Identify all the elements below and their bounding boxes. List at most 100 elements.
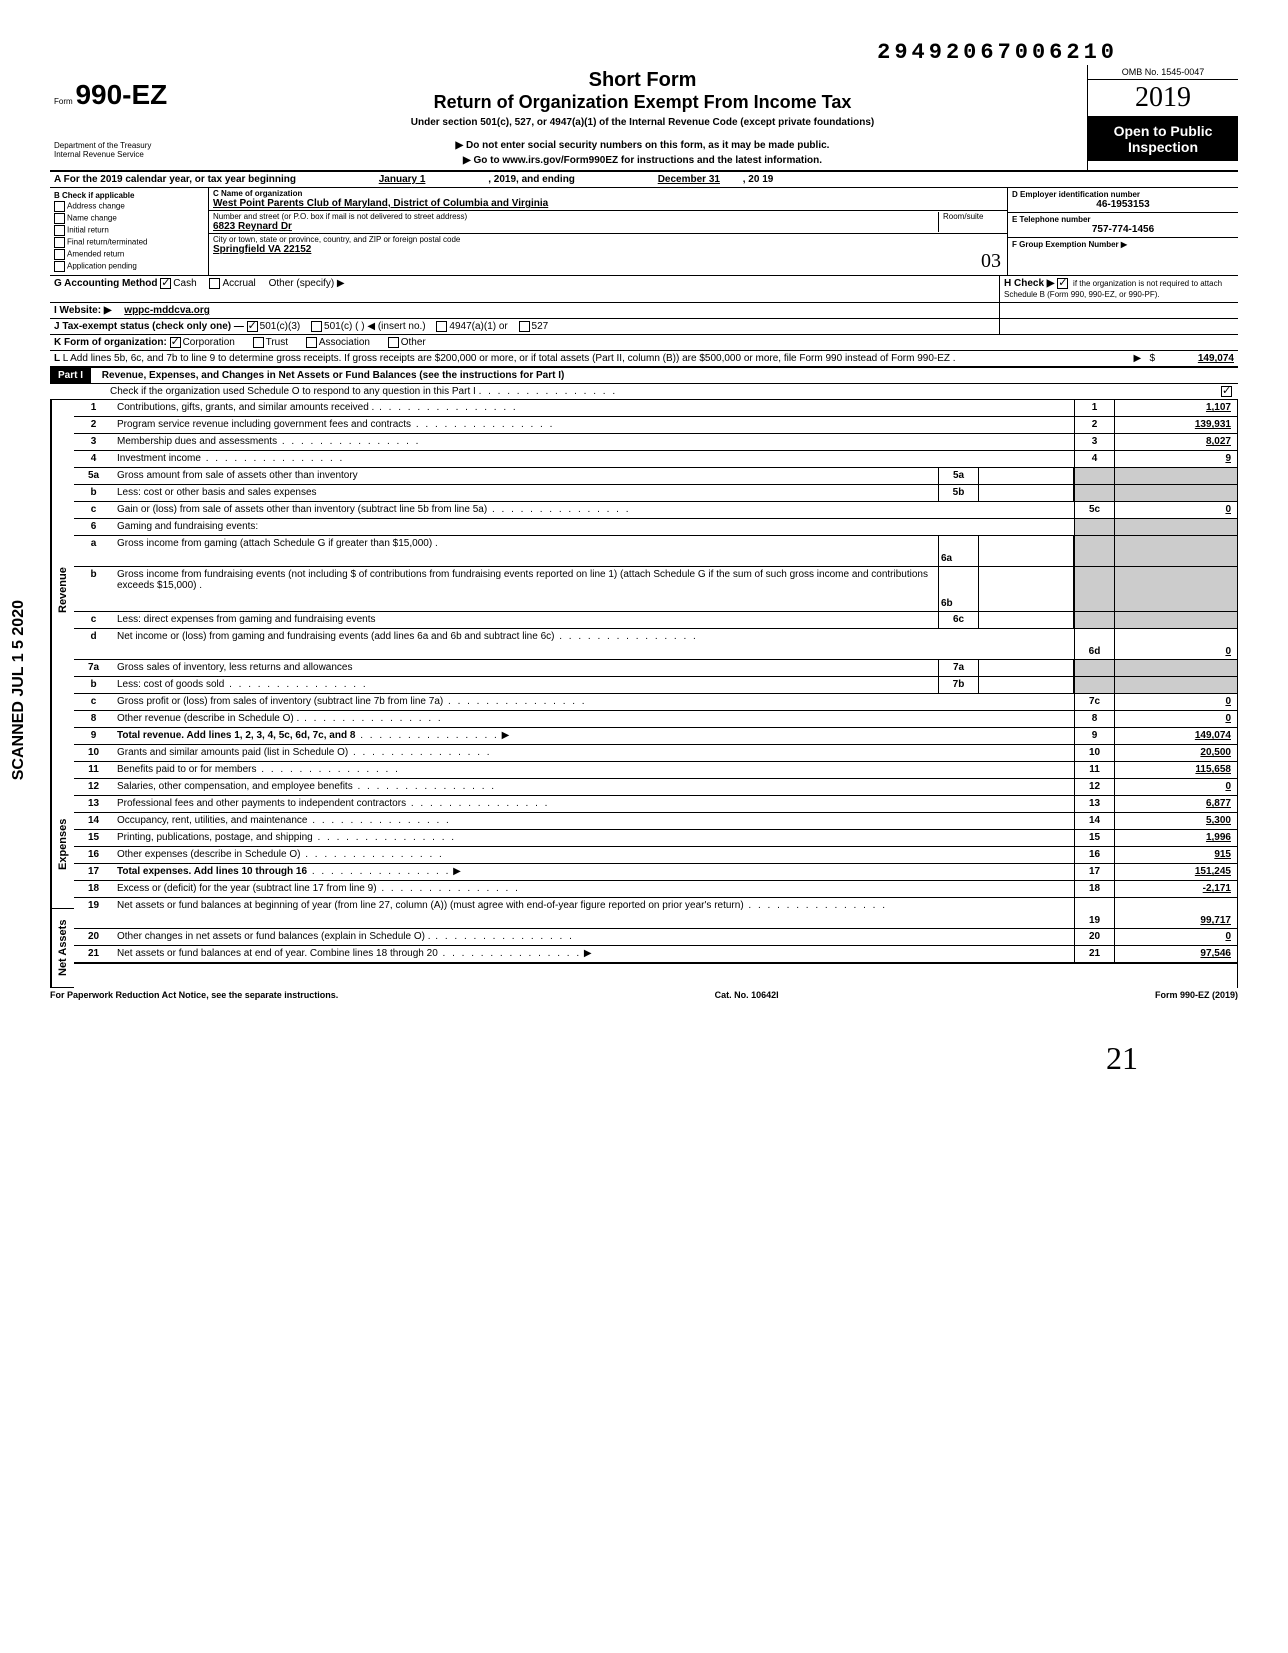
j-label: J Tax-exempt status (check only one) — (54, 321, 244, 332)
amt-16: 915 (1114, 847, 1237, 863)
line-5a: 5a Gross amount from sale of assets othe… (74, 468, 1237, 485)
cb-amended-return[interactable] (54, 249, 65, 260)
cb-application-pending[interactable] (54, 261, 65, 272)
j-501c: 501(c) ( ) ◀ (insert no.) (324, 321, 426, 332)
form-header: Form 990-EZ Department of the Treasury I… (50, 65, 1238, 172)
amt-20: 0 (1114, 929, 1237, 945)
line-6b: b Gross income from fundraising events (… (74, 567, 1237, 612)
line-9: 9 Total revenue. Add lines 1, 2, 3, 4, 5… (74, 728, 1237, 745)
cb-trust[interactable] (253, 337, 264, 348)
cb-name-change[interactable] (54, 213, 65, 224)
line-12: 12 Salaries, other compensation, and emp… (74, 779, 1237, 796)
scanned-stamp: SCANNED JUL 1 5 2020 (10, 600, 28, 780)
line-17: 17 Total expenses. Add lines 10 through … (74, 864, 1237, 881)
line-4: 4 Investment income 4 9 (74, 451, 1237, 468)
line-7b: b Less: cost of goods sold 7b (74, 677, 1237, 694)
cb-part1-schedule-o[interactable] (1221, 386, 1232, 397)
f-label: F Group Exemption Number ▶ (1012, 240, 1234, 249)
part1-label: Part I (50, 368, 91, 383)
side-revenue: Revenue (51, 400, 74, 780)
amt-21: 97,546 (1114, 946, 1237, 962)
amt-19: 99,717 (1114, 898, 1237, 928)
identity-block: B Check if applicable Address change Nam… (50, 188, 1238, 276)
subtitle-code: Under section 501(c), 527, or 4947(a)(1)… (206, 117, 1079, 128)
line-13: 13 Professional fees and other payments … (74, 796, 1237, 813)
footer-mid: Cat. No. 10642I (715, 990, 779, 1000)
line-18: 18 Excess or (deficit) for the year (sub… (74, 881, 1237, 898)
cb-501c3[interactable] (247, 321, 258, 332)
side-netassets: Net Assets (51, 909, 74, 988)
b-label: B Check if applicable (54, 191, 204, 200)
line-a-mid: , 2019, and ending (488, 174, 575, 185)
cb-final-return[interactable] (54, 237, 65, 248)
line-5c: c Gain or (loss) from sale of assets oth… (74, 502, 1237, 519)
room-suite: Room/suite (938, 212, 1003, 232)
footer-left: For Paperwork Reduction Act Notice, see … (50, 990, 338, 1000)
cb-cash[interactable] (160, 278, 171, 289)
b-item-4: Amended return (67, 250, 124, 259)
i-label: I Website: ▶ (54, 305, 112, 316)
footer-right: Form 990-EZ (2019) (1155, 990, 1238, 1000)
cb-4947[interactable] (436, 321, 447, 332)
cb-accrual[interactable] (209, 278, 220, 289)
subtitle-ssn: ▶ Do not enter social security numbers o… (206, 140, 1079, 151)
b-item-2: Initial return (67, 226, 109, 235)
line-3: 3 Membership dues and assessments 3 8,02… (74, 434, 1237, 451)
line-a-end: December 31 (658, 174, 720, 185)
cb-assoc[interactable] (306, 337, 317, 348)
b-item-5: Application pending (67, 262, 137, 271)
handwritten-page-mark: 21 (50, 1040, 1238, 1077)
cb-501c[interactable] (311, 321, 322, 332)
line-1: 1 Contributions, gifts, grants, and simi… (74, 400, 1237, 417)
page-footer: For Paperwork Reduction Act Notice, see … (50, 988, 1238, 1000)
line-11: 11 Benefits paid to or for members 11 11… (74, 762, 1237, 779)
line-20: 20 Other changes in net assets or fund b… (74, 929, 1237, 946)
line-2: 2 Program service revenue including gove… (74, 417, 1237, 434)
line-a-start: January 1 (379, 174, 426, 185)
addr-value: 6823 Reynard Dr (213, 221, 938, 232)
b-item-1: Name change (67, 214, 117, 223)
line-6: 6 Gaming and fundraising events: (74, 519, 1237, 536)
k-other: Other (401, 337, 426, 348)
part1-title: Revenue, Expenses, and Changes in Net As… (102, 370, 565, 381)
cb-k-other[interactable] (388, 337, 399, 348)
line-14: 14 Occupancy, rent, utilities, and maint… (74, 813, 1237, 830)
j-4947: 4947(a)(1) or (449, 321, 507, 332)
top-dln-number: 29492067006210 (50, 40, 1238, 65)
org-name: West Point Parents Club of Maryland, Dis… (213, 198, 1003, 209)
amt-12: 0 (1114, 779, 1237, 795)
j-527: 527 (532, 321, 549, 332)
amt-17: 151,245 (1114, 864, 1237, 880)
omb-number: OMB No. 1545-0047 (1088, 65, 1238, 80)
cb-corp[interactable] (170, 337, 181, 348)
j-501c3: 501(c)(3) (260, 321, 301, 332)
line-a: A For the 2019 calendar year, or tax yea… (50, 172, 1238, 188)
cb-address-change[interactable] (54, 201, 65, 212)
cb-initial-return[interactable] (54, 225, 65, 236)
part1-check-row: Check if the organization used Schedule … (50, 384, 1238, 400)
short-form-title: Short Form (206, 69, 1079, 92)
line-g-h: G Accounting Method Cash Accrual Other (… (50, 276, 1238, 303)
g-other: Other (specify) ▶ (269, 278, 345, 289)
city-value: Springfield VA 22152 (213, 244, 1003, 255)
k-corp: Corporation (183, 337, 235, 348)
ein-value: 46-1953153 (1012, 199, 1234, 210)
line-6a: a Gross income from gaming (attach Sched… (74, 536, 1237, 567)
line-19: 19 Net assets or fund balances at beginn… (74, 898, 1237, 929)
side-expenses: Expenses (51, 780, 74, 909)
line-8: 8 Other revenue (describe in Schedule O)… (74, 711, 1237, 728)
amt-15: 1,996 (1114, 830, 1237, 846)
cb-527[interactable] (519, 321, 530, 332)
line-6c: c Less: direct expenses from gaming and … (74, 612, 1237, 629)
phone-value: 757-774-1456 (1012, 224, 1234, 235)
line-j: J Tax-exempt status (check only one) — 5… (50, 319, 1238, 335)
part1-check-text: Check if the organization used Schedule … (110, 386, 476, 397)
line-a-year: , 20 19 (743, 174, 774, 185)
tax-year: 2019 (1088, 80, 1238, 117)
amt-9: 149,074 (1114, 728, 1237, 744)
cb-h[interactable] (1057, 278, 1068, 289)
k-trust: Trust (266, 337, 288, 348)
line-a-label: A For the 2019 calendar year, or tax yea… (54, 174, 296, 185)
amt-5c: 0 (1114, 502, 1237, 518)
amt-18: -2,171 (1114, 881, 1237, 897)
